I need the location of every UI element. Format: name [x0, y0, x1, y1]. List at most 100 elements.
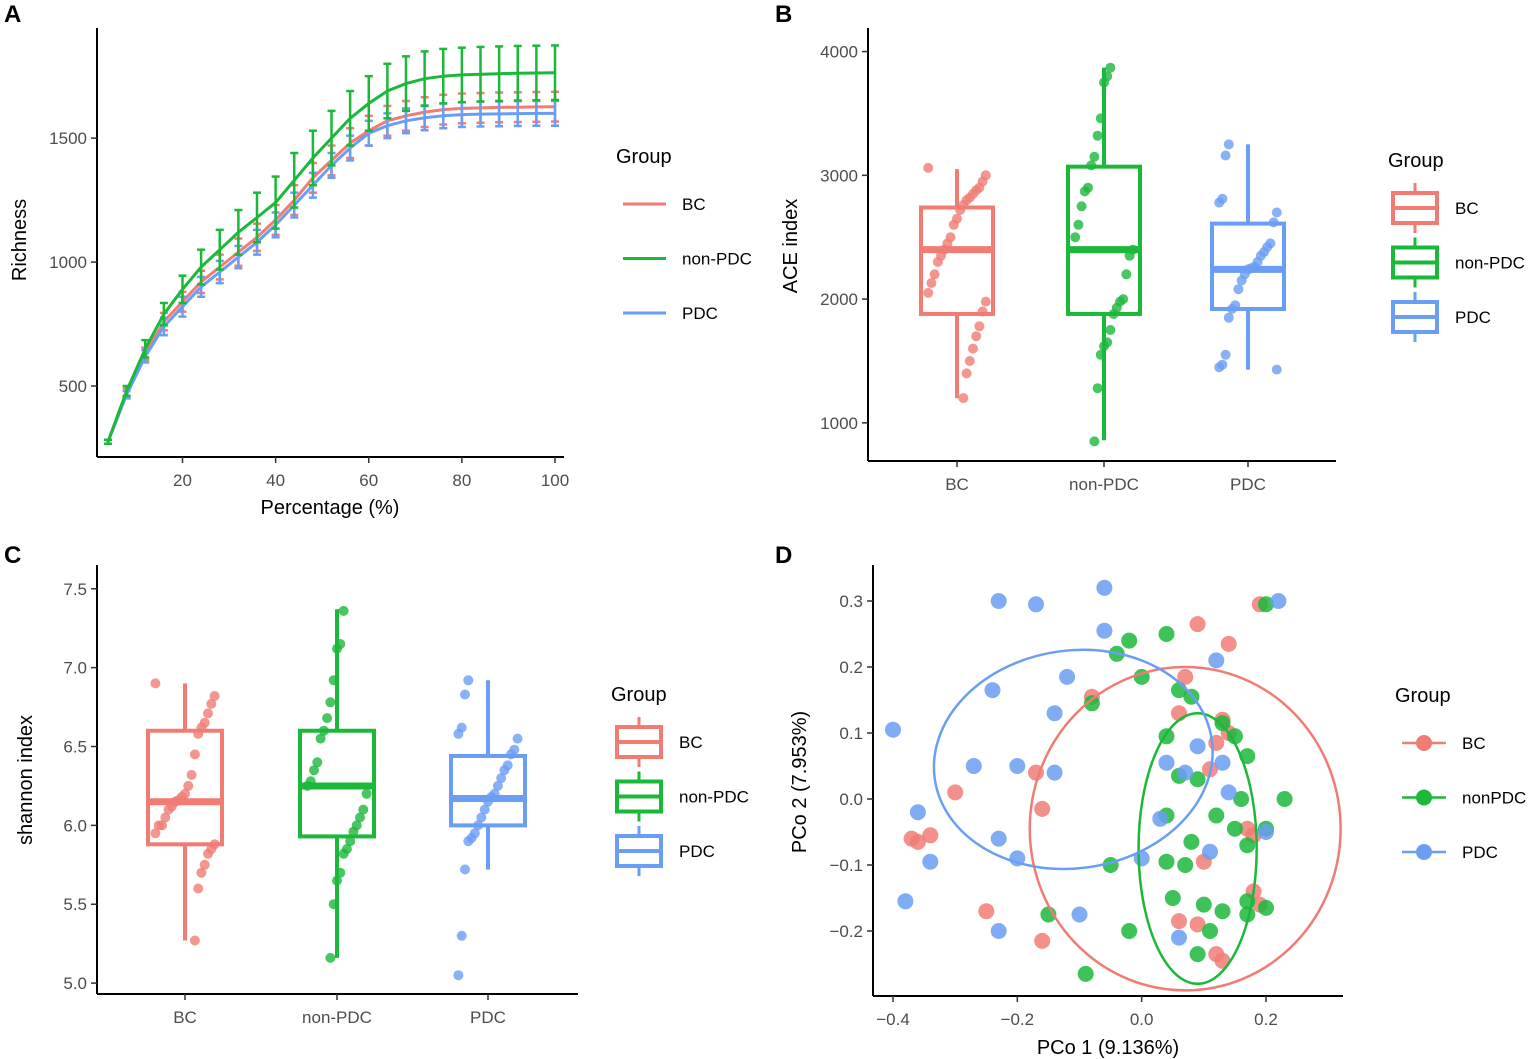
panel-b-legend-title: Group: [1388, 150, 1444, 172]
data-point: [1092, 130, 1103, 141]
data-point: [1208, 807, 1225, 824]
data-point: [338, 848, 349, 859]
legend-label-non-pdc: non-PDC: [1455, 254, 1525, 273]
data-point: [978, 903, 995, 920]
data-point: [1223, 312, 1234, 323]
data-point: [1105, 325, 1116, 335]
points-pdc: [453, 675, 523, 981]
panel-b-y-tick-label: 1000: [820, 414, 858, 433]
data-point: [984, 682, 1001, 699]
box-bc: [146, 683, 224, 941]
data-point: [186, 769, 197, 780]
legend-key-non-pdc: [615, 771, 663, 822]
panel-c-plot-area: 5.0 5.5 6.0 6.5 7.0 7.5 BC non-PDC PDC: [63, 565, 578, 1027]
legend-label-bc: BC: [1462, 734, 1486, 753]
data-point: [1077, 965, 1094, 982]
data-point: [980, 296, 991, 307]
data-point: [1189, 916, 1206, 933]
panel-a-x-tick-label: 60: [359, 471, 378, 490]
data-point: [1096, 622, 1113, 639]
data-point: [193, 728, 204, 739]
data-point: [1195, 896, 1212, 913]
data-point: [1214, 197, 1225, 208]
data-point: [1202, 923, 1218, 939]
data-point: [990, 923, 1007, 939]
legend-label-bc: BC: [682, 195, 706, 214]
series-non-pdc: [104, 44, 559, 445]
series-line-non-pdc: [106, 71, 556, 443]
panel-a-x-tick-label: 40: [266, 471, 285, 490]
panel-d-x-tick-label: 0.2: [1254, 1010, 1278, 1029]
data-point: [1226, 728, 1243, 745]
data-point: [1034, 800, 1051, 817]
panel-a-x-axis-title: Percentage (%): [261, 497, 400, 519]
panel-b-y-axis-title: ACE index: [780, 199, 802, 294]
panel-d-plot-area: −0.2 −0.1 0.0 0.1 0.2 0.3 −0.4 −0.2 0.0 0.2: [829, 565, 1343, 1029]
legend-key-dot: [1416, 844, 1432, 860]
box-pdc: [449, 680, 527, 870]
legend-key-bc: [1391, 183, 1439, 233]
panel-d-y-axis-title: PCo 2 (7.953%): [789, 711, 811, 853]
panel-c-y-axis-title: shannon index: [15, 715, 37, 845]
data-point: [1226, 820, 1243, 837]
data-point: [460, 864, 470, 875]
data-point: [926, 278, 937, 288]
panel-a-x-tick-label: 80: [452, 471, 471, 490]
data-point: [990, 830, 1007, 847]
panel-b-ace-boxplot: B 1000 2000 3000 4000 BC non-PDC PDC ACE index…: [775, 1, 1525, 494]
panel-b-x-tick-label: BC: [945, 475, 969, 494]
data-point: [456, 930, 467, 941]
data-point: [1083, 695, 1100, 712]
data-point: [1095, 349, 1106, 360]
data-point: [1227, 304, 1237, 314]
data-point: [1076, 201, 1087, 212]
data-point: [1099, 77, 1109, 88]
data-point: [909, 804, 926, 821]
legend-key-pdc: [1391, 292, 1439, 342]
data-point: [302, 780, 313, 791]
panel-d-x-tick-label: 0.0: [1130, 1010, 1154, 1029]
data-point: [358, 804, 369, 815]
panel-d-y-tick-label: 0.2: [839, 658, 863, 677]
data-point: [1152, 810, 1169, 827]
data-point: [492, 780, 503, 791]
legend-key-non-pdc: [1391, 237, 1439, 288]
data-point: [199, 859, 210, 870]
legend-key-pdc: [615, 826, 663, 876]
data-point: [325, 697, 336, 708]
points-pdc: [1214, 139, 1282, 375]
confidence-ellipse-nonpdc: [1137, 711, 1258, 986]
panel-b-legend: Group BC non-PDC PDC: [1388, 150, 1525, 342]
panel-c-x-tick-label: BC: [173, 1008, 197, 1027]
legend-label-non-pdc: non-PDC: [679, 788, 749, 807]
data-point: [150, 678, 161, 689]
data-point: [460, 689, 470, 700]
data-point: [1214, 903, 1231, 920]
data-point: [483, 796, 493, 807]
panel-a-legend: Group BC non-PDC PDC: [616, 146, 752, 323]
panel-c-y-tick-label: 5.5: [63, 895, 87, 914]
panel-b-y-tick-label: 3000: [820, 166, 858, 185]
legend-label-pdc: PDC: [1455, 308, 1491, 327]
points-bc: [923, 162, 991, 404]
data-point: [1233, 791, 1250, 807]
data-point: [496, 773, 507, 784]
data-point: [473, 820, 484, 831]
data-point: [964, 356, 975, 366]
data-point: [929, 269, 940, 280]
data-point: [1121, 269, 1132, 280]
data-point: [1046, 705, 1063, 722]
data-point: [322, 713, 333, 724]
data-point: [476, 812, 487, 823]
data-point: [335, 867, 346, 878]
data-point: [955, 205, 966, 215]
data-point: [345, 836, 356, 847]
panel-b-y-tick-label: 4000: [820, 43, 858, 62]
data-point: [1214, 754, 1231, 771]
data-point: [1089, 151, 1100, 162]
data-point: [1009, 758, 1026, 774]
data-point: [1164, 890, 1181, 906]
data-point: [1233, 284, 1244, 295]
legend-label-pdc: PDC: [1462, 843, 1498, 862]
data-point: [1121, 923, 1138, 939]
